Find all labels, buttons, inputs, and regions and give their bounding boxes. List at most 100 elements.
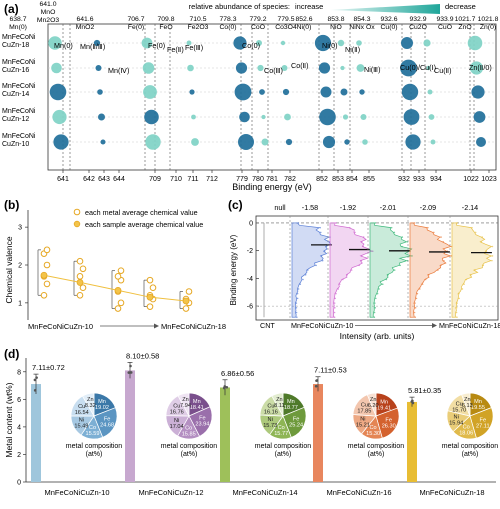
panel-d-metal-content: Metal content (wt%) 0 2 4 6 8 7.11±0.72 8.10±…	[4, 351, 498, 497]
panel-a-abundance-bubble	[257, 64, 264, 72]
panel-c-spectrum-point	[387, 273, 389, 276]
panel-c-spectrum-point	[491, 255, 494, 257]
panel-a-abundance-bubble	[430, 139, 436, 145]
panel-c-spectrum-point	[378, 288, 380, 290]
panel-a-species-annotation: Fe(0)	[148, 41, 165, 50]
panel-c-spectrum-point	[333, 316, 336, 319]
panel-a-abundance-bubble	[280, 40, 286, 46]
panel-a-reference-text: MnO2	[76, 24, 95, 31]
panel-b-chemical-valence: Chemical valence each metal average chem…	[4, 208, 226, 331]
panel-c-spectrum-point	[427, 273, 430, 276]
panel-a-species-annotation: Fe(Ⅲ)	[185, 43, 203, 52]
panel-c-spectrum-point	[436, 269, 439, 271]
panel-a-reference-text: Fe2O3	[188, 24, 209, 31]
panel-b-y-tick-label: 3	[18, 225, 22, 232]
panel-a-reference-text: 638.7	[9, 16, 26, 23]
panel-a-abundance-bubble	[344, 139, 350, 145]
panel-d-value-label: 7.11±0.53	[314, 366, 347, 375]
panel-c-d-band-center-label: -2.01	[380, 203, 396, 212]
panel-d-y-tick-label: 2	[17, 452, 21, 459]
panel-d-pie-slice-element: Ni	[268, 417, 273, 423]
panel-c-spectrum-point	[299, 283, 302, 286]
panel-d-pie-slice-element: Zn	[276, 397, 283, 403]
panel-b-metal-point	[79, 265, 87, 273]
panel-d-pie-slice-value: 15.70	[452, 408, 466, 414]
panel-b-metal-point	[76, 257, 84, 265]
panel-c-spectrum-point	[427, 226, 429, 229]
panel-a-reference-label: 932.6Cu(0)	[380, 16, 397, 31]
panel-a-x-tick-label: 642	[83, 176, 95, 183]
panel-c-spectrum-point	[321, 259, 324, 262]
panel-a-sample-label: MnFeCoNi CuZn-16	[2, 59, 36, 74]
panel-a-legend-wedge	[330, 4, 440, 14]
panel-a-abundance-bubble	[95, 65, 102, 71]
panel-d-pie-slice	[177, 392, 190, 417]
panel-d-y-tick-label: 4	[17, 424, 21, 431]
panel-d-pie-slice-element: Fe	[104, 417, 111, 423]
panel-d-category-label: MnFeCoNiCuZn-18	[419, 488, 484, 497]
panel-c-spectrum-area	[451, 222, 493, 318]
panel-a-abundance-bubble	[233, 36, 247, 50]
panel-d-composition-caption: metal composition (at%)	[255, 443, 312, 458]
panel-a-reference-text: Mn2O3	[37, 17, 60, 24]
panel-d-pie-slice-value: 15.30	[366, 431, 380, 437]
panel-c-spectrum-point	[306, 269, 309, 271]
panel-c-spectrum-point	[297, 222, 300, 224]
panel-a-abundance-bubble	[320, 86, 332, 98]
panel-d-bar	[125, 370, 135, 482]
panel-c-spectrum-point	[470, 273, 472, 276]
panel-d-replicate-point	[314, 384, 318, 388]
panel-d-pie-slice-element: Co	[89, 425, 96, 431]
panel-d-composition-caption: metal composition (at%)	[348, 443, 405, 458]
panel-b-sample-average-point	[146, 293, 154, 301]
panel-a-reference-text: 932.9	[409, 16, 426, 23]
panel-c-d-band-center-label: -1.92	[340, 203, 356, 212]
panel-d-replicate-point	[129, 371, 133, 374]
panel-a-abundance-bubble	[141, 37, 153, 49]
panel-a-species-annotation: Cu(0)/Cu(Ⅰ)	[400, 63, 436, 72]
panel-c-y-tick-label: -2	[247, 248, 253, 255]
panel-c-spectrum-point	[360, 255, 363, 257]
panel-d-replicate-point	[127, 371, 131, 374]
panel-b-legend-marker-metal	[73, 208, 81, 216]
panel-a-x-tick-label: 854	[346, 176, 358, 183]
panel-a-abundance-bubble	[356, 64, 365, 72]
panel-d-pie-slice-value: 6.20	[368, 403, 379, 409]
panel-a-reference-text: Mn(0)	[9, 24, 27, 31]
panel-c-spectrum-point	[319, 231, 322, 234]
panel-c-spectrum-point	[342, 278, 344, 281]
panel-d-pie-slice-value: 7.94	[180, 403, 191, 409]
panel-label-b: (b)	[4, 198, 19, 212]
panel-c-y-tick-label: 0	[249, 220, 253, 227]
panel-a-abundance-bubble	[360, 114, 367, 120]
panel-d-replicate-point	[129, 364, 132, 368]
panel-d-value-label: 8.10±0.58	[126, 351, 159, 360]
panel-a-abundance-bubble	[100, 139, 106, 145]
panel-a-abundance-bubble	[189, 89, 195, 95]
panel-a-reference-text: 1021.7	[455, 16, 476, 23]
panel-c-d-band-center-label: -2.14	[462, 203, 478, 212]
panel-c-spectrum-point	[381, 283, 384, 286]
panel-c-spectrum-point	[401, 245, 403, 248]
panel-a-abundance-bubble	[426, 65, 431, 71]
panel-c-spectrum-point	[323, 250, 326, 253]
panel-b-legend-sample: each sample average chemical value	[85, 220, 203, 229]
panel-c-spectrum-point	[471, 226, 473, 229]
panel-c-spectrum-point	[334, 297, 336, 300]
panel-a-xps-bubble-chart: relative abundance of species: increase …	[2, 1, 499, 192]
panel-d-replicate-point	[33, 378, 37, 382]
panel-d-pie-slice-value: 15.49	[74, 424, 88, 430]
panel-d-category-label: MnFeCoNiCuZn-16	[326, 488, 391, 497]
panel-d-pie-slice-element: Fe	[480, 417, 487, 423]
panel-c-spectrum-point	[360, 240, 363, 243]
panel-c-spectrum-point	[411, 255, 413, 257]
panel-d-pie-slice-element: Co	[370, 425, 377, 431]
panel-a-abundance-bubble	[256, 40, 262, 46]
panel-a-abundance-bubble	[403, 109, 420, 125]
panel-b-y-axis-label: Chemical valence	[4, 236, 14, 303]
panel-c-spectrum-point	[414, 302, 416, 304]
panel-a-reference-label: 638.7Mn(0)	[9, 16, 27, 31]
panel-d-y-axis-label: Metal content (wt%)	[4, 382, 14, 457]
panel-d-pie-slice-value: 15.21	[356, 423, 370, 429]
panel-c-d-band-center-label: -1.58	[302, 203, 318, 212]
